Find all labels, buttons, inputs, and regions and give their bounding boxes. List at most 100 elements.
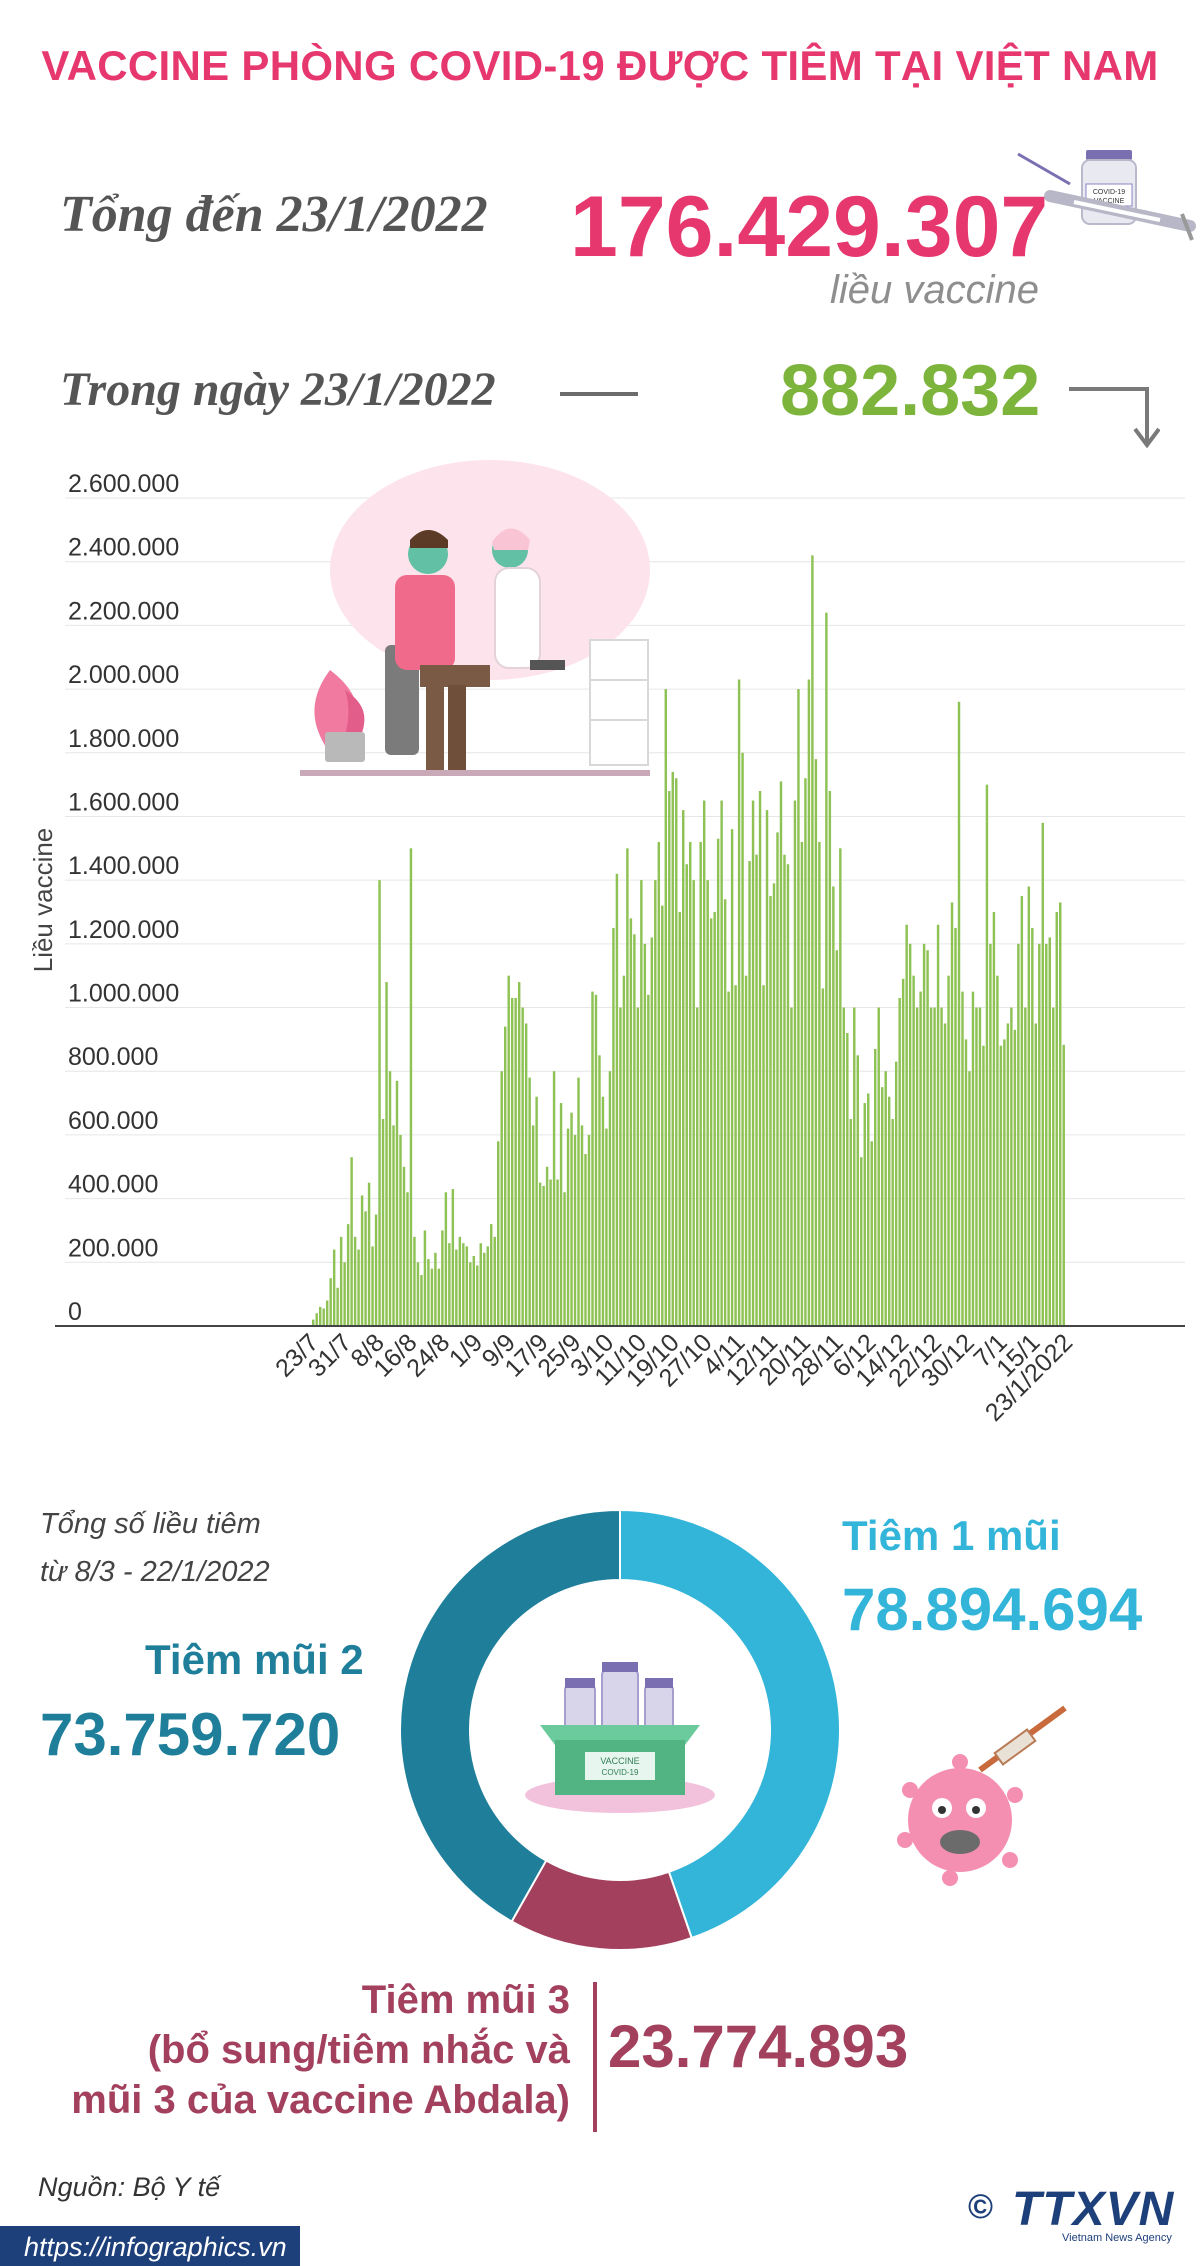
- bar: [479, 1243, 482, 1326]
- bar: [975, 1007, 978, 1326]
- bar: [800, 841, 804, 1326]
- vaccine-syringe-icon: COVID-19 VACCINE: [1017, 150, 1196, 241]
- bar: [689, 841, 692, 1326]
- bar: [437, 1268, 441, 1326]
- bar: [1017, 943, 1020, 1326]
- bar: [577, 1077, 580, 1326]
- bar: [374, 1214, 378, 1326]
- dose3-label-line1: Tiêm mũi 3: [361, 1978, 570, 2022]
- bar: [315, 1313, 318, 1326]
- bar: [643, 943, 647, 1326]
- bar: [1038, 943, 1041, 1326]
- bar: [325, 1300, 329, 1326]
- bar: [1010, 1007, 1013, 1326]
- bar: [880, 1087, 884, 1326]
- bar: [804, 778, 807, 1326]
- chart-illustration: [300, 460, 650, 776]
- bar: [922, 943, 926, 1326]
- bar: [615, 873, 619, 1326]
- bar: [926, 950, 929, 1326]
- donut-slice: [619, 1508, 841, 1940]
- bar: [915, 1007, 919, 1326]
- svg-text:VACCINE: VACCINE: [1094, 198, 1125, 205]
- bar: [531, 1125, 535, 1326]
- dose3-label-line3: mũi 3 của vaccine Abdala): [71, 2078, 570, 2122]
- y-tick-label: 1.000.000: [68, 980, 179, 1008]
- bar: [744, 975, 748, 1326]
- bar: [734, 985, 737, 1326]
- bar: [1020, 896, 1024, 1326]
- bar: [894, 1061, 898, 1326]
- bar: [545, 1166, 549, 1326]
- bar: [846, 1033, 849, 1326]
- y-tick-label: 600.000: [68, 1107, 158, 1135]
- bar: [755, 854, 758, 1326]
- bar: [444, 1192, 448, 1326]
- bar: [406, 1192, 409, 1326]
- dose2-value: 73.759.720: [40, 1701, 341, 1768]
- bar: [608, 1071, 612, 1326]
- bar: [626, 848, 629, 1326]
- bar: [420, 1275, 423, 1326]
- bar: [853, 1007, 856, 1326]
- bar: [702, 800, 706, 1326]
- bar: [535, 1096, 538, 1326]
- bar: [490, 1224, 493, 1326]
- bar: [867, 1093, 870, 1326]
- bar: [570, 1112, 573, 1326]
- dose3-label: Tiêm mũi 3 (bổ sung/tiêm nhắc và mũi 3 c…: [40, 1975, 570, 2125]
- day-value: 882.832: [780, 351, 1041, 431]
- y-tick-label: 800.000: [68, 1043, 158, 1071]
- bar: [552, 1071, 556, 1326]
- bar: [936, 924, 940, 1326]
- bar: [884, 1071, 887, 1326]
- dose2-label: Tiêm mũi 2: [145, 1636, 364, 1683]
- bar: [1024, 1007, 1027, 1326]
- bar: [685, 864, 688, 1326]
- source-url-link[interactable]: https://infographics.vn: [24, 2232, 287, 2262]
- bar: [912, 975, 915, 1326]
- bar: [448, 1243, 451, 1326]
- bar: [874, 1048, 877, 1326]
- bar: [1041, 822, 1045, 1326]
- bar: [434, 1252, 437, 1326]
- dose1-value: 78.894.694: [842, 1576, 1143, 1643]
- bar: [748, 861, 751, 1326]
- url-band: [0, 2226, 300, 2266]
- bar: [978, 1007, 982, 1326]
- bar: [839, 848, 842, 1326]
- donut-note-line2: từ 8/3 - 22/1/2022: [40, 1556, 270, 1588]
- virus-icon: [897, 1705, 1067, 1886]
- bar: [430, 1268, 434, 1326]
- bar: [828, 790, 832, 1326]
- bar: [661, 905, 664, 1326]
- bar: [985, 784, 989, 1326]
- copyright-icon: ©: [968, 2188, 994, 2226]
- y-tick-label: 2.600.000: [68, 470, 179, 498]
- bar: [751, 800, 755, 1326]
- bar: [849, 1119, 853, 1326]
- bar: [455, 1249, 458, 1326]
- bar: [483, 1252, 486, 1326]
- bar: [818, 841, 821, 1326]
- bar: [905, 924, 908, 1326]
- bar: [741, 752, 744, 1326]
- bar: [950, 902, 954, 1326]
- day-label: Trong ngày 23/1/2022: [60, 363, 496, 416]
- bar: [790, 1007, 793, 1326]
- bar: [517, 982, 521, 1326]
- bar: [476, 1265, 479, 1326]
- bar: [559, 1103, 563, 1326]
- bar: [654, 880, 657, 1326]
- bar: [346, 1224, 350, 1326]
- bar: [971, 991, 975, 1326]
- arrow-down-icon: [1069, 387, 1160, 449]
- bar: [863, 1103, 866, 1326]
- bar: [650, 937, 654, 1326]
- donut-note-line1: Tổng số liều tiêm: [40, 1508, 261, 1540]
- bar: [737, 679, 741, 1326]
- bar: [619, 1007, 622, 1326]
- bar: [312, 1319, 315, 1326]
- bar: [343, 1262, 346, 1326]
- bar: [640, 880, 643, 1326]
